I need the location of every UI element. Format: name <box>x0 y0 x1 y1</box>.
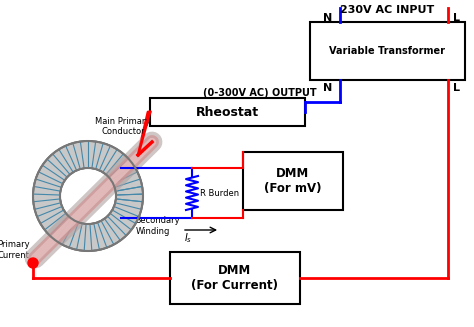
Text: (0-300V AC) OUTPUT: (0-300V AC) OUTPUT <box>203 88 317 98</box>
Circle shape <box>60 168 116 224</box>
Text: $I_s$: $I_s$ <box>184 231 192 245</box>
Text: Primary
Current: Primary Current <box>0 240 29 260</box>
Text: Main Primary
Conductor: Main Primary Conductor <box>95 117 151 136</box>
Text: DMM
(For Current): DMM (For Current) <box>191 264 279 292</box>
Text: DMM
(For mV): DMM (For mV) <box>264 167 322 195</box>
Text: L: L <box>453 13 460 23</box>
Text: Rheostat: Rheostat <box>196 106 259 118</box>
Text: 230V AC INPUT: 230V AC INPUT <box>340 5 435 15</box>
Text: Ip: Ip <box>32 255 40 265</box>
Text: N: N <box>323 83 332 93</box>
Text: L: L <box>453 83 460 93</box>
Circle shape <box>33 141 143 251</box>
Text: R Burden: R Burden <box>200 188 239 198</box>
Text: Variable Transformer: Variable Transformer <box>329 46 446 56</box>
FancyBboxPatch shape <box>170 252 300 304</box>
Circle shape <box>28 258 38 268</box>
Text: N: N <box>323 13 332 23</box>
FancyBboxPatch shape <box>243 152 343 210</box>
FancyBboxPatch shape <box>310 22 465 80</box>
Text: Secondary
Winding: Secondary Winding <box>136 216 181 236</box>
FancyBboxPatch shape <box>150 98 305 126</box>
